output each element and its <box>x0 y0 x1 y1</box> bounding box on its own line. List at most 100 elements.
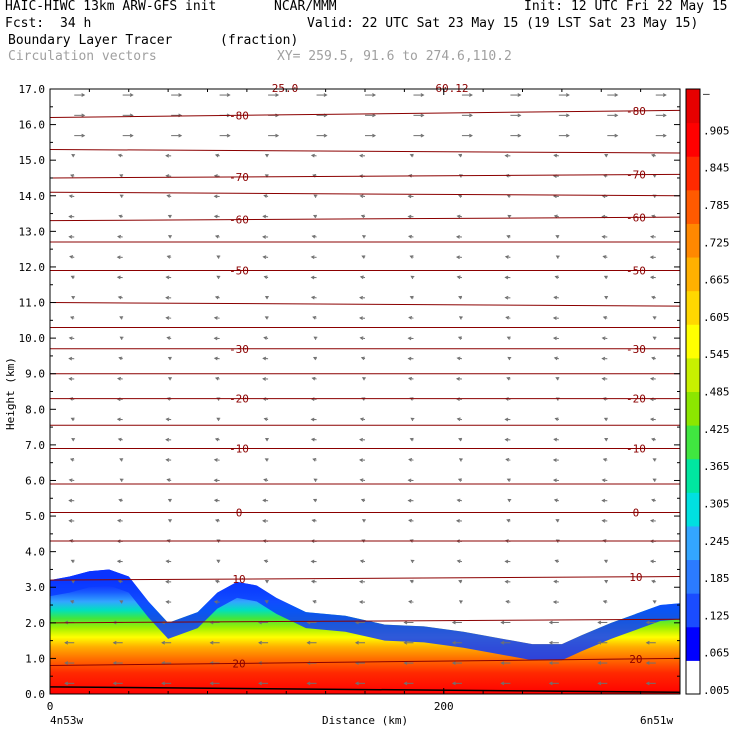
vector-arrow-head <box>649 559 654 564</box>
vector-arrow-head <box>602 600 607 604</box>
vector-arrow-head <box>649 275 654 280</box>
vector-arrow-head <box>213 458 218 462</box>
isotherm-line <box>49 302 681 307</box>
vector-arrow-head <box>505 599 510 604</box>
vector-arrow-head <box>603 559 608 564</box>
vector-arrow-head <box>409 437 414 442</box>
vector-arrow-head <box>652 316 657 320</box>
vector-arrow-head <box>552 316 557 320</box>
colorbar-swatch <box>686 324 700 359</box>
vector-arrow-head <box>165 437 170 442</box>
vector-arrow-head <box>604 154 609 158</box>
y-tick-label: 8.0 <box>25 403 45 416</box>
vector-arrow-head <box>455 377 460 381</box>
vector-arrow-head <box>403 661 408 665</box>
vector-arrow-head <box>408 315 413 320</box>
vector-arrow-head <box>117 579 122 584</box>
vector-arrow-head <box>359 295 364 300</box>
vector-arrow-head <box>456 275 461 280</box>
vector-arrow-head <box>178 133 183 138</box>
colorbar-swatch <box>686 189 700 224</box>
vector-arrow-head <box>264 600 269 604</box>
x-tick-label: 200 <box>434 700 454 713</box>
x-tick-label: 0 <box>47 700 54 713</box>
vector-arrow-head <box>457 194 462 198</box>
vector-arrow-head <box>129 93 134 97</box>
vector-arrow-head <box>456 214 461 219</box>
vector-arrow-head <box>68 518 73 523</box>
vector-arrow-head <box>165 316 170 320</box>
isotherm-label: -50 <box>626 265 646 278</box>
vector-arrow-head <box>258 681 262 686</box>
field-name: Boundary Layer Tracer <box>8 33 173 48</box>
vector-arrow-head <box>264 154 269 158</box>
colorbar-label: .845 <box>703 162 730 175</box>
vector-arrow-head <box>213 214 218 219</box>
vector-arrow-head <box>649 518 654 523</box>
vector-arrow-head <box>117 376 122 381</box>
isotherm-label: 10 <box>629 571 642 584</box>
vector-arrow-head <box>458 153 463 158</box>
vector-arrow-head <box>118 214 123 219</box>
colorbar-label: .485 <box>703 386 730 399</box>
vector-arrow-head <box>70 417 75 422</box>
vector-arrow-head <box>167 498 172 503</box>
vector-arrow-head <box>354 681 359 686</box>
colorbar-swatch <box>686 89 700 124</box>
isotherm-line <box>49 216 681 222</box>
vector-arrow-head <box>602 539 607 543</box>
vector-arrow-head <box>651 356 656 361</box>
colorbar-swatch <box>686 492 700 527</box>
vector-arrow-head <box>167 235 172 239</box>
isotherm-label: -30 <box>229 343 249 356</box>
vector-arrow-head <box>69 255 74 259</box>
vector-arrow-head <box>372 133 377 138</box>
vector-arrow-head <box>263 275 268 280</box>
vector-arrow-head <box>361 539 366 543</box>
vector-arrow-head <box>112 661 117 665</box>
vector-arrow-head <box>167 356 172 361</box>
colorbar-swatch <box>686 458 700 493</box>
vector-arrow-head <box>359 559 364 564</box>
y-axis-title: Height (km) <box>4 357 17 430</box>
colorbar-swatch <box>686 357 700 392</box>
vector-arrow-head <box>310 275 315 280</box>
vector-arrow-head <box>504 559 509 564</box>
vector-arrow-head <box>213 336 218 341</box>
vector-arrow-head <box>548 661 553 665</box>
vector-arrow-head <box>555 235 560 239</box>
vector-arrow-head <box>597 620 602 625</box>
vector-arrow-head <box>645 681 650 686</box>
isotherm-label: -80 <box>229 109 249 122</box>
colorbar-label: .305 <box>703 497 730 510</box>
vector-arrow-head <box>117 153 122 158</box>
vector-arrow-head <box>216 559 221 564</box>
vector-arrow-head <box>601 518 606 523</box>
vector-arrow-head <box>604 438 609 442</box>
isotherm-label: -70 <box>229 171 249 184</box>
vector-arrow-head <box>407 498 412 503</box>
vector-arrow-head <box>165 579 170 584</box>
colorbar-swatch <box>686 156 700 191</box>
vector-arrow-head <box>310 295 315 300</box>
vector-arrow-head <box>214 153 219 158</box>
vector-arrow-head <box>500 620 505 625</box>
vector-arrow-head <box>311 234 316 239</box>
isotherm-label: 20 <box>629 653 642 666</box>
vector-arrow-head <box>645 620 650 625</box>
vector-arrow-head <box>165 295 170 300</box>
vector-arrow-head <box>458 600 463 604</box>
vector-arrow-head <box>469 133 473 138</box>
vector-arrow-head <box>408 457 413 462</box>
vector-arrow-head <box>165 417 170 422</box>
vector-arrow-head <box>650 153 656 158</box>
vector-arrow-head <box>359 194 364 199</box>
vector-arrow-head <box>554 559 559 564</box>
vector-arrow-head <box>214 579 219 584</box>
vector-arrow-head <box>117 295 122 300</box>
vector-arrow-head <box>359 153 364 158</box>
vector-arrow-head <box>313 478 318 482</box>
vector-arrow-head <box>311 518 316 523</box>
vector-arrow-head <box>117 234 122 239</box>
vector-arrow-head <box>312 600 317 604</box>
